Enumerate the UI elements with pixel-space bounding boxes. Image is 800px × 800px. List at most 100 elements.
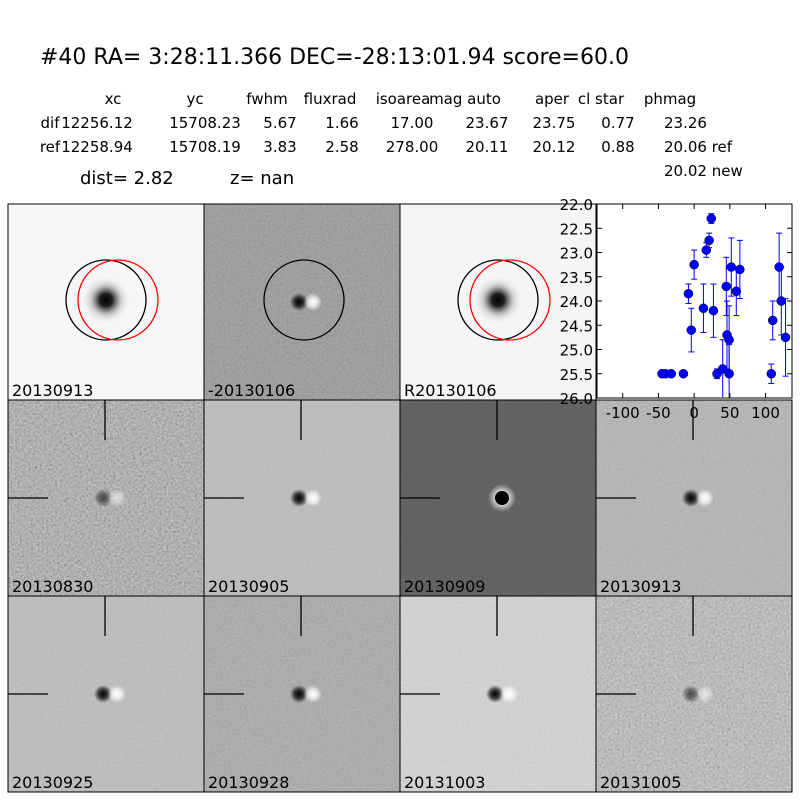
stamp-label: 20130830 [12,577,93,596]
cell: 20.11 [466,138,509,156]
column-header: cl star [578,90,625,108]
point [735,264,745,275]
y-tick-label: 22.5 [560,220,593,238]
x-tick-label: -100 [606,404,640,422]
point [706,213,717,224]
column-header: yc [186,90,203,108]
x-tick-label: -50 [646,404,671,422]
point [686,325,697,335]
aperture-ref [469,259,551,341]
cell: 23.26 [664,114,707,132]
point [698,303,709,314]
aperture [65,259,147,341]
column-header: fwhm [246,90,287,108]
source-neg [94,489,112,507]
source-neg [486,685,504,703]
aperture [457,259,539,341]
source-pos [696,489,714,507]
x-tick-label: 50 [720,404,739,422]
source-pos [108,685,126,703]
cell: 5.67 [263,114,296,132]
light-curve: 22.0 22.5 23.0 23.5 24.0 24.5 25.0 25.5 26.0 -100… [560,196,793,422]
y-tick-label: 24.5 [560,317,593,335]
y-tick-label: 25.5 [560,366,593,384]
x-tick-label: 0 [689,404,699,422]
point [776,296,787,306]
point [678,369,689,379]
source-pos [304,293,322,311]
cell: 3.83 [263,138,296,156]
stamp-label: 20130913 [12,381,93,400]
redshift: z= nan [230,168,294,189]
source-neg [682,685,700,703]
column-header: isoarea [376,90,431,108]
cell: 20.12 [533,138,576,156]
row-label: ref [40,138,61,156]
y-tick-label: 24.0 [560,293,593,311]
stamp-label: 20130913 [600,577,681,596]
cell: 15708.19 [169,138,241,156]
stamp-label: -20130106 [208,381,295,400]
y-tick-label: 26.0 [560,390,593,408]
column-header: mag auto [429,90,501,108]
dist: dist= 2.82 [80,168,174,189]
point [724,369,734,379]
stamp-label: 20131003 [404,773,485,792]
point [689,259,699,270]
source [80,274,132,326]
y-tick-label: 22.0 [560,196,593,214]
cell: 15708.23 [169,114,241,132]
aperture-ref [77,259,159,341]
point [767,315,778,326]
source-core [495,491,509,505]
stamp-label: 20130905 [208,577,289,596]
point [704,235,714,246]
source-pos [108,489,126,507]
stamp-frame [595,595,793,793]
row-label: dif [41,114,61,132]
cell: 1.66 [325,114,358,132]
cell: 17.00 [391,114,434,132]
source-pos [304,685,322,703]
cell: 12258.94 [61,138,133,156]
stamps: 20130913 -20130106 R20130106 20130830 201309… [7,203,793,793]
source-pos [696,685,714,703]
cell: 20.06 ref [664,138,733,156]
source [472,274,524,326]
point [708,305,719,316]
cell: 2.58 [325,138,358,156]
source-neg [290,685,308,703]
aperture [263,259,345,341]
cell: 278.00 [386,138,439,156]
source-neg [94,685,112,703]
y-tick-label: 25.0 [560,342,593,360]
stamp-label: 20131005 [600,773,681,792]
cell: 23.67 [466,114,509,132]
points [657,213,791,398]
y-tick-label: 23.5 [560,269,593,287]
point [780,332,791,343]
column-header: fluxrad [304,90,357,108]
stamp-label: R20130106 [404,381,497,400]
source-pos [500,685,518,703]
source-neg [290,489,308,507]
point [721,281,732,292]
point [724,335,734,345]
stamp-label: 20130928 [208,773,289,792]
y-tick-label: 23.0 [560,245,593,263]
x-tick-label: 100 [751,404,780,422]
point [731,286,742,297]
point [683,288,694,299]
plot-area [596,203,793,399]
stamp-label: 20130925 [12,773,93,792]
cell: 23.75 [533,114,576,132]
point [666,369,677,379]
stamp-label: 20130909 [404,577,485,596]
column-header: aper [535,90,570,108]
source-pos [304,489,322,507]
title: #40 RA= 3:28:11.366 DEC=-28:13:01.94 sco… [40,45,629,70]
column-header: xc [105,90,122,108]
cell: 0.88 [601,138,634,156]
